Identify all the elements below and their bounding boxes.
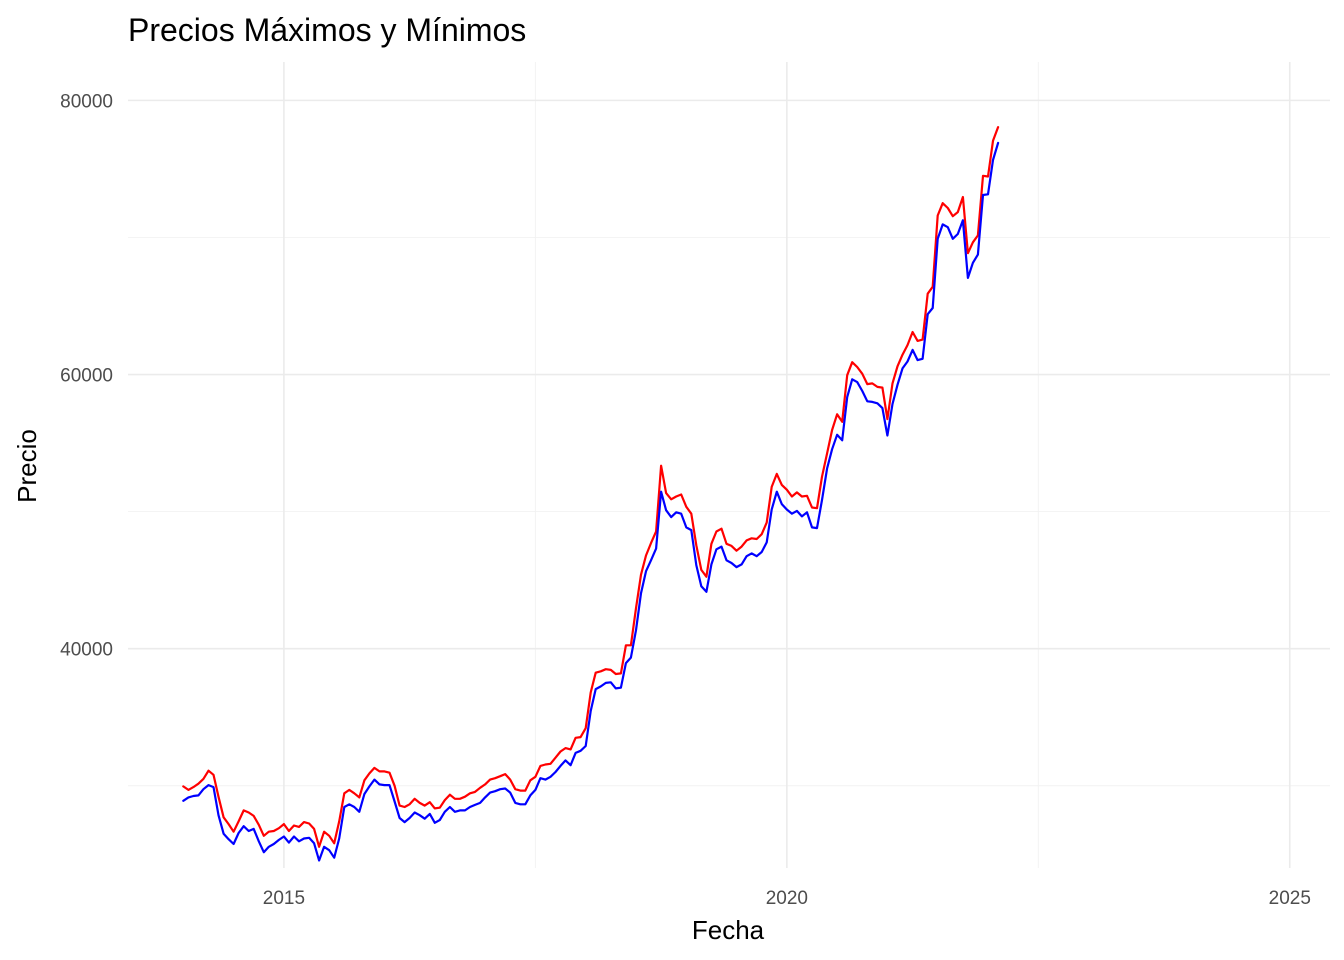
y-axis-tick-labels: 40000 60000 80000 [60, 91, 113, 660]
y-tick-label: 40000 [60, 640, 113, 661]
y-axis-title: Precio [12, 429, 42, 503]
minor-gridlines [128, 62, 1330, 868]
series-layer [182, 125, 1000, 862]
x-tick-label: 2025 [1269, 888, 1311, 909]
chart-title: Precios Máximos y Mínimos [128, 12, 526, 48]
x-tick-label: 2020 [766, 888, 808, 909]
x-axis-title: Fecha [692, 915, 765, 945]
series-line-low [182, 141, 1000, 862]
series-line-high [182, 125, 1000, 848]
major-gridlines [128, 62, 1330, 868]
y-tick-label: 80000 [60, 91, 113, 112]
y-tick-label: 60000 [60, 366, 113, 387]
x-tick-label: 2015 [263, 888, 305, 909]
grid [128, 62, 1330, 868]
x-axis-tick-labels: 2015 2020 2025 [263, 888, 1311, 909]
